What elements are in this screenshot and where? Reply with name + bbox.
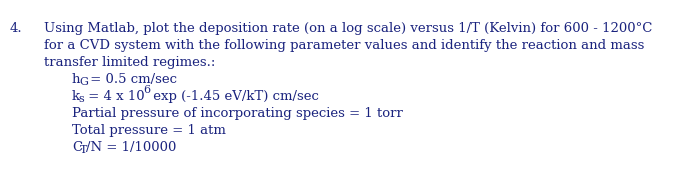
Text: exp (-1.45 eV/kT) cm/sec: exp (-1.45 eV/kT) cm/sec	[149, 90, 319, 103]
Text: Using Matlab, plot the deposition rate (on a log scale) versus 1/T (Kelvin) for : Using Matlab, plot the deposition rate (…	[44, 22, 652, 35]
Text: 6: 6	[143, 85, 150, 95]
Text: C: C	[72, 141, 82, 154]
Text: = 0.5 cm/sec: = 0.5 cm/sec	[86, 73, 177, 86]
Text: Total pressure = 1 atm: Total pressure = 1 atm	[72, 124, 226, 137]
Text: 4.: 4.	[10, 22, 23, 35]
Text: s: s	[78, 94, 84, 104]
Text: /N = 1/10000: /N = 1/10000	[86, 141, 176, 154]
Text: Partial pressure of incorporating species = 1 torr: Partial pressure of incorporating specie…	[72, 107, 403, 120]
Text: h: h	[72, 73, 80, 86]
Text: k: k	[72, 90, 80, 103]
Text: = 4 x 10: = 4 x 10	[84, 90, 144, 103]
Text: for a CVD system with the following parameter values and identify the reaction a: for a CVD system with the following para…	[44, 39, 645, 52]
Text: G: G	[80, 77, 88, 87]
Text: T: T	[80, 145, 87, 155]
Text: transfer limited regimes.:: transfer limited regimes.:	[44, 56, 215, 69]
